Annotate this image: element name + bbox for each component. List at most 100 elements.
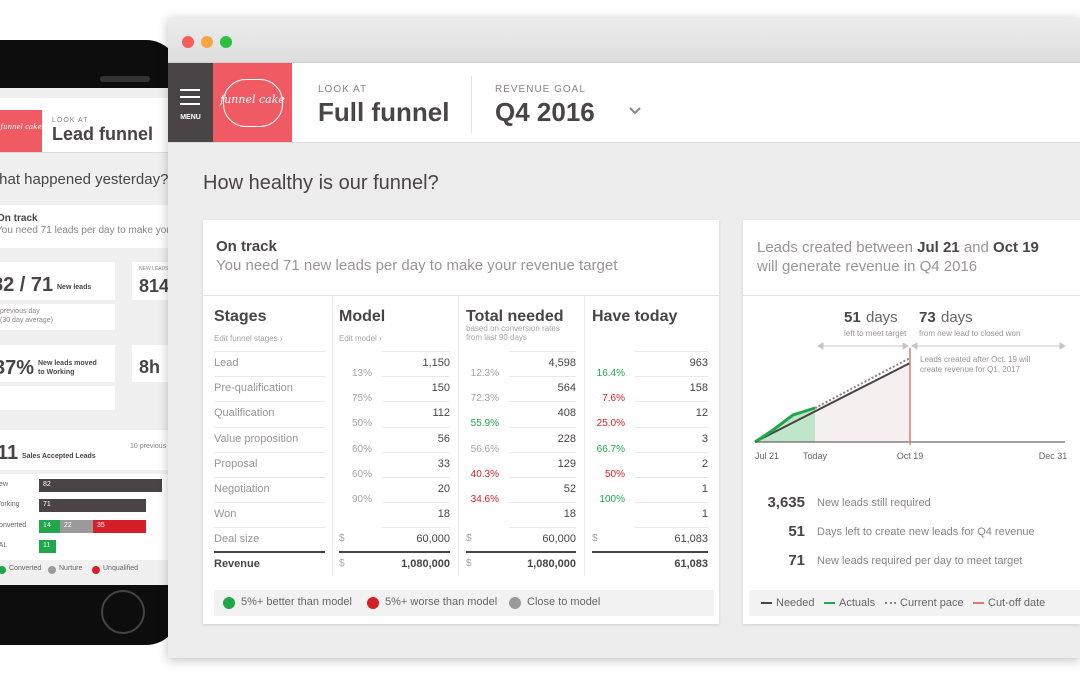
needed-line xyxy=(754,362,911,443)
bar-value: 14 xyxy=(43,522,51,529)
row-line xyxy=(635,426,708,428)
side-label: NEW LEADS xyxy=(139,266,168,272)
x-axis-label: Today xyxy=(803,451,828,461)
look-at-label: LOOK AT xyxy=(52,117,89,124)
look-at-value: Lead funnel xyxy=(52,124,154,144)
menu-icon-line xyxy=(180,89,200,91)
sal-note: 10 previous xyxy=(130,443,167,450)
phone-screen: funnel cake LOOK AT Lead funnel What happen… xyxy=(0,88,168,585)
row-line xyxy=(382,451,450,453)
column-note[interactable]: Edit funnel stages › xyxy=(214,334,283,343)
bar-segment: 71 xyxy=(39,499,146,512)
cell-value: 112 xyxy=(432,407,450,420)
divider xyxy=(203,295,719,296)
stat-value: 51 xyxy=(788,523,805,540)
logo[interactable]: funnel cake xyxy=(213,63,292,142)
app-header: MENU funnel cake LOOK AT Full funnel REV… xyxy=(168,63,1080,143)
legend-swatch xyxy=(973,602,984,604)
row-line xyxy=(382,477,450,478)
moved-value: 37% xyxy=(0,357,35,379)
phone-card xyxy=(0,430,168,470)
menu-label: MENU xyxy=(180,114,201,121)
cell-value: 4,598 xyxy=(548,357,576,369)
conversion-rate: 16.4% xyxy=(596,368,625,379)
cell-value: 1,080,000 xyxy=(401,558,450,570)
home-button[interactable] xyxy=(101,590,145,634)
legend-swatch xyxy=(885,602,896,604)
look-at-value[interactable]: Full funnel xyxy=(318,97,450,127)
cell-value: 2 xyxy=(701,457,708,470)
row-line xyxy=(382,527,450,529)
row-line xyxy=(635,502,708,504)
browser-window: MENU funnel cake LOOK AT Full funnel REV… xyxy=(168,18,1080,658)
look-at-label: LOOK AT xyxy=(318,84,368,95)
stage-label: Lead xyxy=(214,357,239,369)
cell-value: 52 xyxy=(563,483,576,495)
intro-part: Jul 21 xyxy=(917,239,960,256)
cell-value: 12 xyxy=(695,407,708,420)
range-arrows xyxy=(817,342,1066,350)
sal-value: 11 xyxy=(0,442,19,464)
legend-dot xyxy=(48,566,56,574)
row-line xyxy=(214,351,325,352)
legend-label: Unqualified xyxy=(103,565,139,572)
title-bar xyxy=(168,18,1080,63)
row-line xyxy=(214,426,325,428)
cell-value: 228 xyxy=(557,432,576,445)
days-unit: days xyxy=(941,309,973,326)
cell-value: 61,083 xyxy=(674,533,708,545)
status: On track xyxy=(216,238,277,255)
cell-value: 1 xyxy=(701,508,708,521)
phone-card xyxy=(132,262,168,300)
intro: Leads created between Jul 21 and Oct 19 … xyxy=(757,238,1062,276)
row-line xyxy=(509,426,576,428)
conversion-rate: 60% xyxy=(351,443,372,455)
conversion-rate: 72.3% xyxy=(470,393,499,405)
row-line xyxy=(382,502,450,504)
cell-value: 1,150 xyxy=(422,357,450,369)
goal-label: REVENUE GOAL xyxy=(495,84,586,95)
legend-swatch xyxy=(761,602,772,604)
message: You need 71 new leads per day to make yo… xyxy=(216,257,618,274)
row-line xyxy=(509,527,576,529)
row-line xyxy=(635,527,708,529)
cell-value: 3 xyxy=(701,432,708,445)
bar-label: Working xyxy=(0,501,20,508)
chevron[interactable] xyxy=(629,107,641,115)
logo-text: funnel cake xyxy=(220,93,285,106)
cell-value: 963 xyxy=(689,357,708,369)
status: On track xyxy=(0,213,38,224)
legend-label: 5%+ better than model xyxy=(241,596,352,608)
stage-label: Qualification xyxy=(214,407,275,420)
maximize-button[interactable] xyxy=(220,36,232,48)
close-button[interactable] xyxy=(182,36,194,48)
current-pace-line xyxy=(814,357,911,409)
phone-card xyxy=(0,304,115,330)
bar-segment: 82 xyxy=(39,479,162,492)
phone-logo: funnel cake xyxy=(0,110,42,152)
cell-value: 61,083 xyxy=(674,558,708,570)
annotation: Leads created after Oct. 19 will create … xyxy=(920,355,1031,374)
days-number: 73 xyxy=(919,309,936,326)
row-line xyxy=(635,351,708,352)
bar-segment: 22 xyxy=(60,520,93,533)
divider xyxy=(743,295,1080,296)
row-label: Deal size xyxy=(214,533,260,545)
menu-icon-line xyxy=(180,103,200,105)
conversion-rate: 12.3% xyxy=(470,368,499,379)
menu-button[interactable]: MENU xyxy=(168,63,213,142)
pace-chart xyxy=(754,342,1066,445)
conversion-rate: 50% xyxy=(604,468,625,480)
goal-value[interactable]: Q4 2016 xyxy=(495,97,595,127)
column-note[interactable]: Edit model › xyxy=(339,334,382,343)
conversion-rate: 55.9% xyxy=(470,418,499,430)
stat-value: 71 xyxy=(788,552,805,569)
minimize-button[interactable] xyxy=(201,36,213,48)
leads-note: previous day xyxy=(0,308,40,315)
column-separator xyxy=(332,296,333,576)
legend-dot xyxy=(0,566,6,574)
cell-value: 56 xyxy=(437,432,450,445)
days-note: left to meet target xyxy=(844,329,907,338)
row-line xyxy=(509,376,576,378)
